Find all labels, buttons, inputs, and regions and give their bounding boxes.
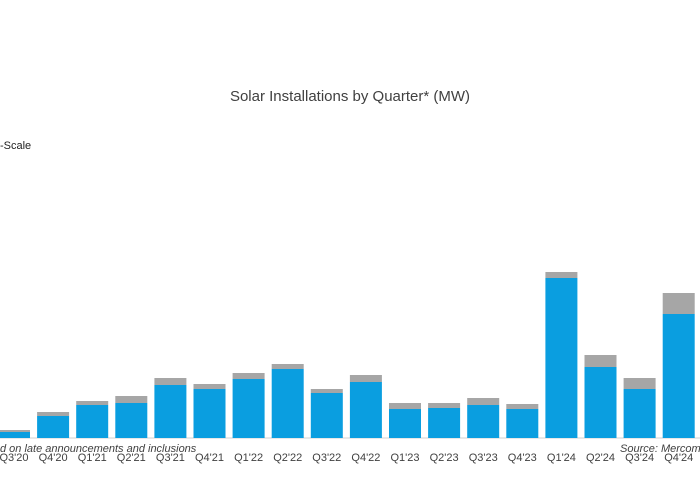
x-tick-label: Q4'24 bbox=[664, 452, 693, 464]
legend-label: -Scale bbox=[0, 140, 32, 152]
bar-secondary-12 bbox=[467, 398, 500, 405]
bar-primary-8 bbox=[310, 393, 343, 438]
x-tick-label: Q3'23 bbox=[469, 452, 498, 464]
bar-primary-12 bbox=[467, 405, 500, 438]
bar-primary-0 bbox=[0, 432, 30, 438]
bar-primary-16 bbox=[623, 389, 656, 438]
bar-secondary-7 bbox=[271, 364, 304, 369]
bar-secondary-6 bbox=[232, 373, 265, 379]
bar-primary-15 bbox=[584, 367, 617, 438]
x-tick-label: Q4'20 bbox=[39, 452, 68, 464]
bar-secondary-11 bbox=[428, 403, 461, 408]
x-tick-label: Q4'22 bbox=[351, 452, 380, 464]
bar-secondary-2 bbox=[76, 401, 109, 405]
x-tick-label: Q1'21 bbox=[78, 452, 107, 464]
bar-primary-2 bbox=[76, 405, 109, 438]
x-tick-label: Q4'23 bbox=[508, 452, 537, 464]
bar-secondary-14 bbox=[545, 272, 578, 278]
x-tick-label: Q3'22 bbox=[312, 452, 341, 464]
x-tick-label: Q2'22 bbox=[273, 452, 302, 464]
x-tick-label: Q1'23 bbox=[390, 452, 419, 464]
bar-primary-3 bbox=[115, 403, 148, 438]
bar-primary-7 bbox=[271, 369, 304, 438]
bar-secondary-16 bbox=[623, 378, 656, 389]
footnote: d on late announcements and inclusions bbox=[0, 443, 197, 455]
x-tick-label: Q2'24 bbox=[586, 452, 615, 464]
bar-secondary-13 bbox=[506, 404, 539, 409]
bar-primary-4 bbox=[154, 385, 187, 438]
bar-secondary-3 bbox=[115, 396, 148, 403]
x-tick-label: Q3'24 bbox=[625, 452, 654, 464]
bar-primary-9 bbox=[349, 382, 382, 438]
bar-secondary-1 bbox=[37, 412, 70, 416]
bar-primary-17 bbox=[662, 314, 695, 438]
bar-primary-1 bbox=[37, 416, 70, 438]
x-tick-label: Q3'21 bbox=[156, 452, 185, 464]
bar-primary-6 bbox=[232, 379, 265, 438]
bar-secondary-15 bbox=[584, 355, 617, 367]
x-tick-label: Q1'24 bbox=[547, 452, 576, 464]
bar-primary-5 bbox=[193, 389, 226, 438]
x-tick-label: Q2'21 bbox=[117, 452, 146, 464]
bar-secondary-10 bbox=[389, 403, 421, 409]
x-tick-label: Q4'21 bbox=[195, 452, 224, 464]
bar-secondary-17 bbox=[662, 293, 695, 314]
x-tick-label: Q3'20 bbox=[0, 452, 29, 464]
chart-title: Solar Installations by Quarter* (MW) bbox=[229, 88, 471, 105]
bar-secondary-9 bbox=[349, 375, 382, 382]
bar-primary-14 bbox=[545, 278, 578, 438]
x-tick-label: Q1'22 bbox=[234, 452, 263, 464]
x-tick-label: Q2'23 bbox=[430, 452, 459, 464]
bar-primary-10 bbox=[389, 409, 421, 438]
source-note: Source: Mercom bbox=[620, 443, 700, 455]
bar-secondary-5 bbox=[193, 384, 226, 389]
legend: -Scale bbox=[0, 140, 31, 152]
bar-primary-13 bbox=[506, 409, 539, 438]
bar-secondary-4 bbox=[154, 378, 187, 385]
bar-secondary-0 bbox=[0, 430, 30, 432]
bar-primary-11 bbox=[428, 408, 461, 438]
bar-secondary-8 bbox=[310, 389, 343, 393]
